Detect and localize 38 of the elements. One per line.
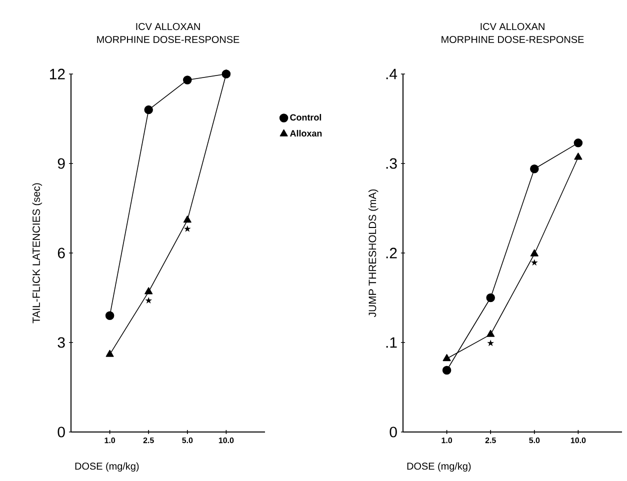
chart-title: ICV ALLOXAN [136,23,200,30]
legend-label: Alloxan [290,130,322,137]
y-tick-label: .3 [386,158,397,169]
point [486,330,495,337]
point [530,249,538,256]
annotation: ★ [487,340,494,346]
annotation: ★ [530,259,538,266]
point [106,350,114,357]
point [574,152,582,160]
point [486,293,495,302]
y-axis-title: TAIL-FLICK LATENCIES (sec) [32,183,42,324]
point [574,138,583,148]
chart-subtitle: MORPHINE DOSE-RESPONSE [442,36,584,44]
y-tick-label: 12 [50,68,65,80]
point [183,216,192,223]
annotation: ★ [184,225,191,232]
point [105,311,114,320]
point [144,105,153,114]
y-tick-label: 0 [58,426,65,438]
point [144,287,153,294]
point [442,366,452,375]
point [530,164,539,174]
legend-label: Control [290,114,322,121]
y-tick-label: .1 [386,337,397,348]
y-tick-label: .4 [386,68,398,80]
chart-title: ICV ALLOXAN [480,23,544,30]
point [442,354,451,362]
point [183,76,192,84]
y-axis-title: JUMP THRESHOLDS (mA) [368,189,378,318]
x-axis-title: DOSE (mg/kg) [407,462,471,472]
x-axis-title: DOSE (mg/kg) [75,462,139,472]
y-tick-label: .2 [386,248,397,258]
y-tick-label: 0 [390,426,397,438]
y-tick-label: 6 [58,248,65,258]
y-tick-label: 3 [58,337,65,348]
chart-subtitle: MORPHINE DOSE-RESPONSE [97,36,240,44]
annotation: ★ [145,296,152,304]
y-tick-label: 9 [58,158,65,169]
